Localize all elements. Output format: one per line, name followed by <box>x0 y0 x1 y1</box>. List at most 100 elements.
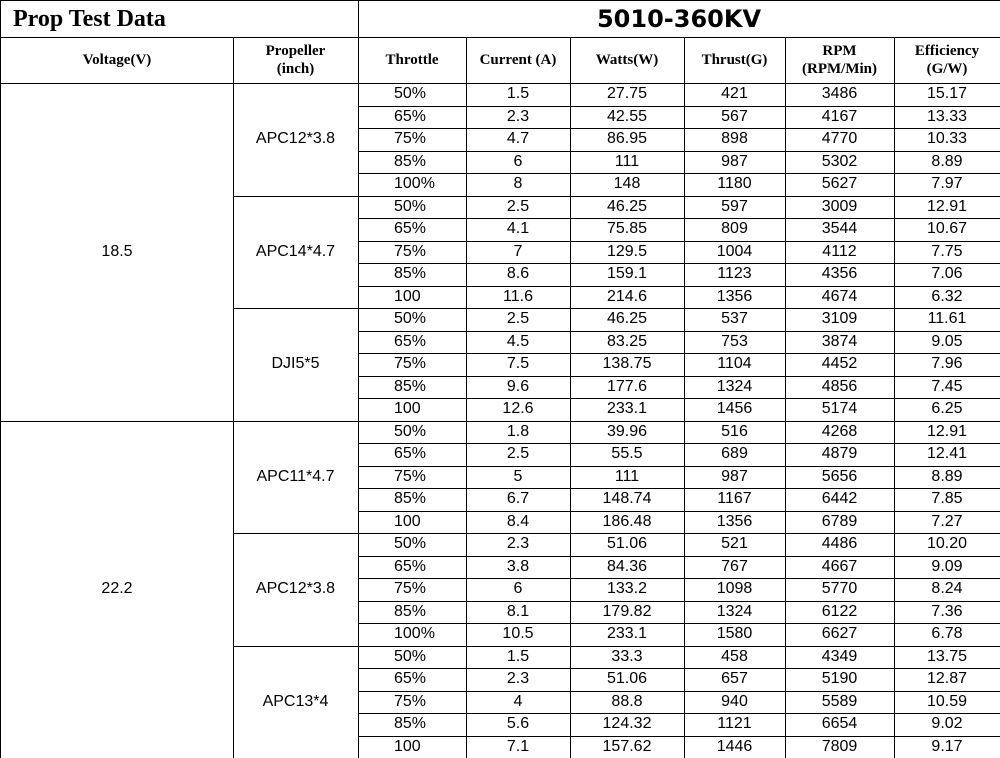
data-cell: 3486 <box>785 83 895 107</box>
data-cell: 2.5 <box>466 443 571 467</box>
data-cell: 85% <box>358 150 467 174</box>
cell-text: 75.85 <box>606 220 648 238</box>
data-cell: 5302 <box>785 150 895 174</box>
cell-text: (inch) <box>276 61 315 77</box>
data-cell: 9.17 <box>894 736 1000 758</box>
cell-text: 13.33 <box>926 107 968 125</box>
data-cell: 4268 <box>785 420 895 444</box>
cell-text: 4674 <box>821 287 858 305</box>
cell-text: 421 <box>721 85 748 103</box>
data-cell: 5174 <box>785 398 895 422</box>
cell-text: 12.91 <box>926 197 968 215</box>
cell-text: 42.55 <box>606 107 648 125</box>
cell-text: 1004 <box>716 242 753 260</box>
data-cell: 6122 <box>785 600 895 624</box>
data-cell: 11.6 <box>466 285 571 309</box>
data-cell: 148 <box>570 173 685 197</box>
voltage-cell: 18.5 <box>1 83 234 422</box>
data-cell: 50% <box>358 533 467 557</box>
cell-text: 4770 <box>821 130 858 148</box>
data-cell: 1356 <box>684 285 786 309</box>
data-cell: 1104 <box>684 353 786 377</box>
column-header: Throttle <box>358 37 467 84</box>
cell-text: 1446 <box>716 737 753 755</box>
cell-text: 50% <box>394 422 427 440</box>
cell-text: 85% <box>394 715 427 733</box>
cell-text: 12.87 <box>926 670 968 688</box>
propeller-cell: APC12*3.8 <box>233 533 359 647</box>
cell-text: Efficiency <box>914 43 980 59</box>
cell-text: 6.78 <box>931 625 963 643</box>
cell-text: 5.6 <box>506 715 530 733</box>
cell-text: 7.96 <box>931 355 963 373</box>
cell-text: 100% <box>394 175 435 193</box>
cell-text: 75% <box>394 130 427 148</box>
cell-text: 5010-360KV <box>596 5 762 33</box>
cell-text: 124.32 <box>602 715 652 733</box>
data-cell: 214.6 <box>570 285 685 309</box>
data-cell: 898 <box>684 128 786 152</box>
cell-text: 50% <box>394 647 427 665</box>
cell-text: 148 <box>613 175 641 193</box>
cell-text: 7.97 <box>931 175 963 193</box>
cell-text: 85% <box>394 602 427 620</box>
cell-text: 100 <box>394 737 421 755</box>
data-cell: 11.61 <box>894 308 1000 332</box>
data-cell: 5656 <box>785 465 895 489</box>
data-cell: 5190 <box>785 668 895 692</box>
cell-text: 6 <box>513 152 523 170</box>
cell-text: 1.5 <box>506 85 530 103</box>
data-cell: 7.75 <box>894 241 1000 264</box>
data-cell: 100 <box>358 398 467 422</box>
cell-text: 8.4 <box>506 512 530 530</box>
data-cell: 46.25 <box>570 195 685 219</box>
cell-text: 4452 <box>821 355 858 373</box>
data-cell: 4349 <box>785 645 895 669</box>
cell-text: 537 <box>721 310 748 328</box>
cell-text: 75% <box>394 467 427 485</box>
cell-text: 1356 <box>716 512 753 530</box>
cell-text: Current (A) <box>479 52 557 68</box>
cell-text: 138.75 <box>602 355 652 373</box>
data-cell: 7.5 <box>466 353 571 377</box>
cell-text: 4356 <box>821 265 858 283</box>
cell-text: 27.75 <box>606 85 648 103</box>
cell-text: 50% <box>394 535 427 553</box>
cell-text: 7.1 <box>506 737 530 755</box>
cell-text: 7.06 <box>931 265 963 283</box>
cell-text: 186.48 <box>602 512 652 530</box>
cell-text: 9.09 <box>931 557 963 575</box>
data-cell: 85% <box>358 488 467 512</box>
data-cell: 753 <box>684 330 786 354</box>
data-cell: 6654 <box>785 713 895 737</box>
cell-text: APC12*3.8 <box>255 580 336 598</box>
cell-text: 51.06 <box>606 535 648 553</box>
cell-text: 85% <box>394 490 427 508</box>
data-cell: 6789 <box>785 510 895 534</box>
voltage-cell: 22.2 <box>1 420 234 758</box>
cell-text: 18.5 <box>101 242 133 260</box>
data-cell: 4167 <box>785 105 895 129</box>
data-cell: 7 <box>466 240 571 264</box>
cell-text: 6.25 <box>931 400 963 418</box>
cell-text: 7.75 <box>931 242 963 260</box>
data-cell: 4112 <box>785 240 895 264</box>
cell-text: 51.06 <box>606 670 648 688</box>
cell-text: 9.05 <box>931 332 963 350</box>
data-cell: 50% <box>358 195 467 219</box>
cell-text: 65% <box>394 220 427 238</box>
data-cell: 33.3 <box>570 645 685 669</box>
data-cell: 689 <box>684 443 786 467</box>
cell-text: 4856 <box>821 377 858 395</box>
cell-text: 4.7 <box>506 130 530 148</box>
cell-text: 46.25 <box>606 197 648 215</box>
cell-text: 1104 <box>717 355 752 373</box>
cell-text: 7.45 <box>931 377 963 395</box>
cell-text: 75% <box>394 242 427 260</box>
cell-text: 9.02 <box>931 715 963 733</box>
cell-text: 7.5 <box>506 355 530 373</box>
data-cell: 75% <box>358 353 467 377</box>
cell-text: 111 <box>614 152 640 170</box>
propeller-cell: APC13*4 <box>233 645 359 758</box>
